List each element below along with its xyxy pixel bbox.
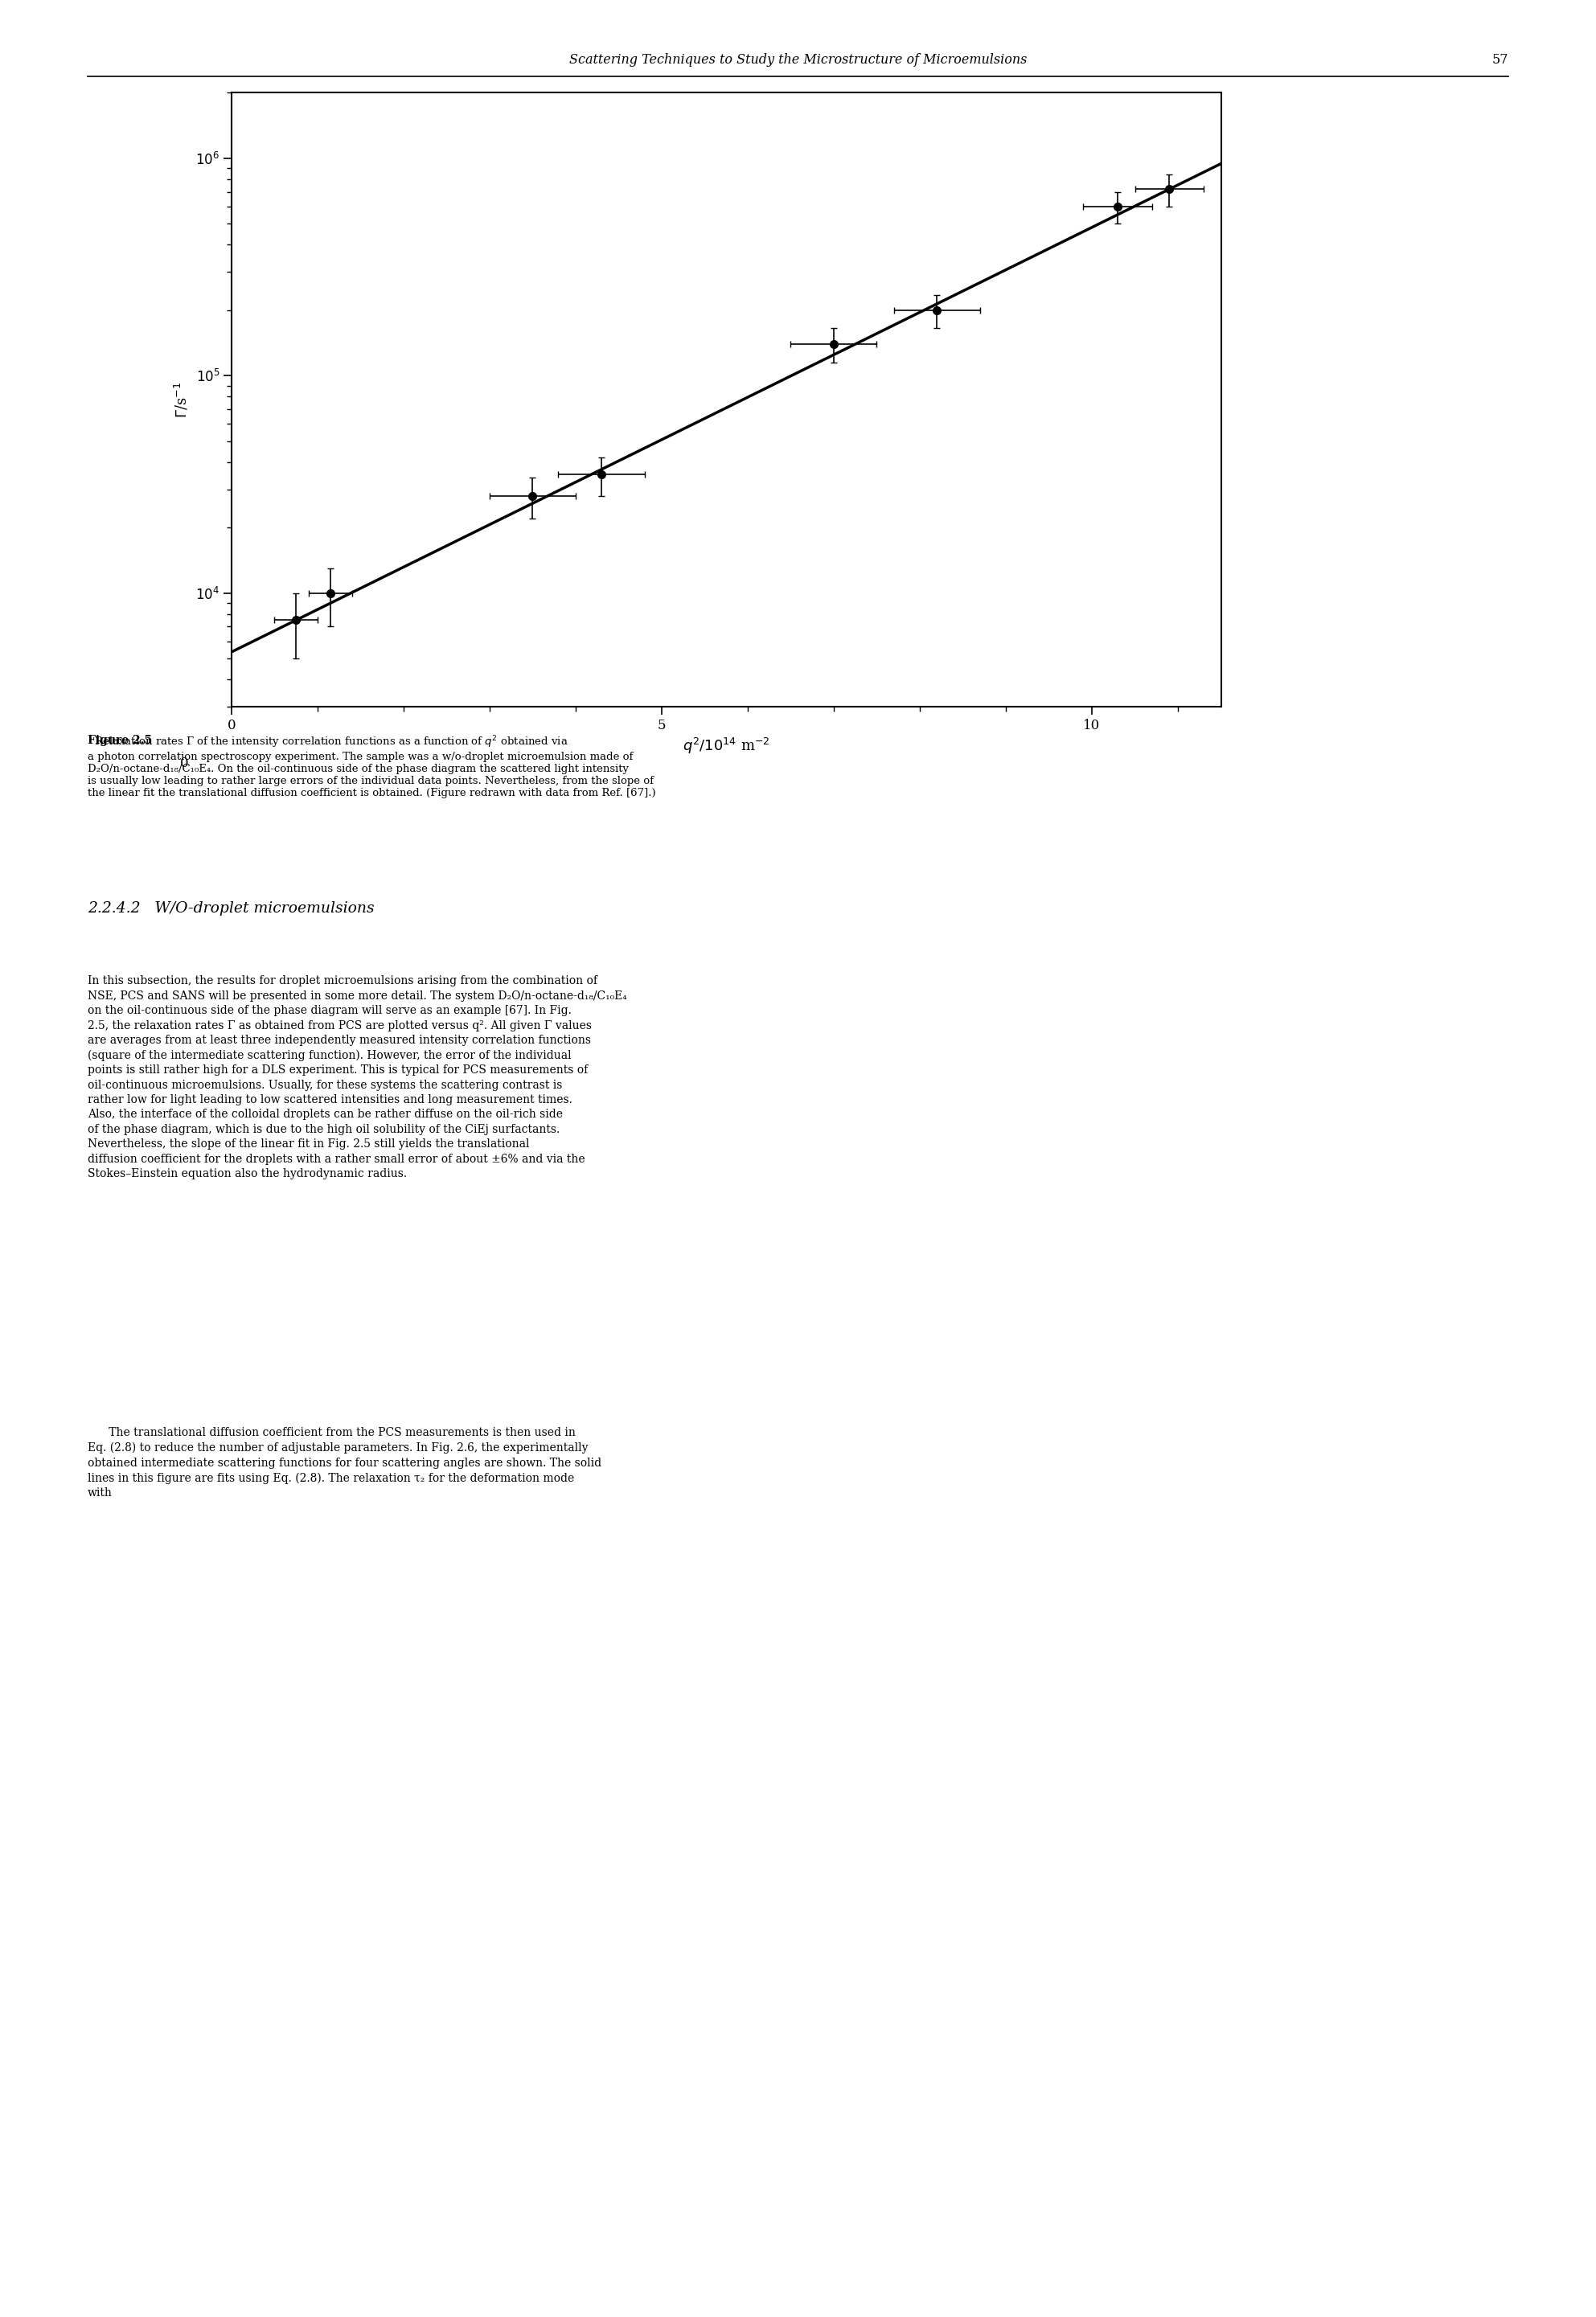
Text: 2.2.4.2   W/O-droplet microemulsions: 2.2.4.2 W/O-droplet microemulsions: [88, 901, 375, 915]
Text: Relaxation rates Γ of the intensity correlation functions as a function of $q^2$: Relaxation rates Γ of the intensity corr…: [88, 734, 656, 799]
Y-axis label: $\Gamma$/s$^{-1}$: $\Gamma$/s$^{-1}$: [172, 382, 190, 417]
Text: Scattering Techniques to Study the Microstructure of Microemulsions: Scattering Techniques to Study the Micro…: [570, 53, 1026, 67]
X-axis label: $q^2/10^{14}$ m$^{-2}$: $q^2/10^{14}$ m$^{-2}$: [683, 737, 769, 755]
Text: 0: 0: [180, 755, 188, 769]
Text: In this subsection, the results for droplet microemulsions arising from the comb: In this subsection, the results for drop…: [88, 975, 627, 1179]
Text: Figure 2.5: Figure 2.5: [88, 734, 152, 746]
Text: 57: 57: [1492, 53, 1508, 67]
Text: The translational diffusion coefficient from the PCS measurements is then used i: The translational diffusion coefficient …: [88, 1427, 602, 1499]
